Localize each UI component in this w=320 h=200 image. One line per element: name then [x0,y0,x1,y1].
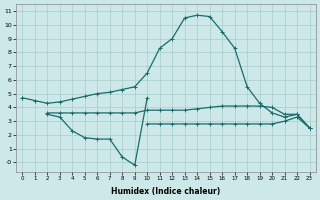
X-axis label: Humidex (Indice chaleur): Humidex (Indice chaleur) [111,187,220,196]
